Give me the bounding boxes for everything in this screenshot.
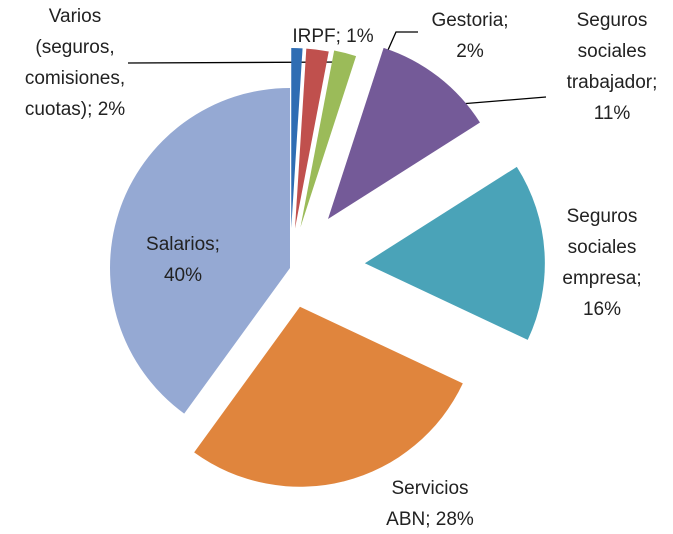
pie-slice bbox=[110, 88, 290, 414]
label-line: cuotas); 2% bbox=[25, 99, 125, 120]
leader-line bbox=[459, 96, 547, 105]
data-label: Seguros sociales trabajador; 11% bbox=[567, 10, 658, 124]
label-line: Servicios bbox=[391, 478, 468, 499]
label-line: sociales bbox=[578, 41, 647, 62]
label-line: IRPF; 1% bbox=[292, 26, 373, 47]
pie-slice bbox=[291, 48, 303, 229]
label-line: ABN; 28% bbox=[386, 509, 474, 530]
label-line: 2% bbox=[456, 41, 484, 62]
label-line: Salarios; bbox=[146, 234, 220, 255]
label-line: 16% bbox=[583, 299, 621, 320]
data-label: IRPF; 1% bbox=[292, 26, 373, 47]
pie-slice bbox=[364, 166, 545, 340]
data-label: Servicios ABN; 28% bbox=[386, 478, 474, 530]
label-line: Seguros bbox=[567, 206, 638, 227]
data-label: Salarios; 40% bbox=[146, 234, 220, 286]
pie-slice bbox=[300, 50, 357, 228]
pie-slice bbox=[194, 306, 463, 487]
label-line: 40% bbox=[164, 265, 202, 286]
label-line: 11% bbox=[594, 103, 631, 124]
label-line: (seguros, bbox=[35, 37, 114, 58]
data-label: Varios (seguros, comisiones, cuotas); 2% bbox=[25, 6, 125, 120]
label-line: trabajador; bbox=[567, 72, 658, 93]
label-line: sociales bbox=[568, 237, 637, 258]
pie-slice bbox=[295, 48, 329, 229]
label-line: empresa; bbox=[562, 268, 641, 289]
pie-slice bbox=[328, 47, 480, 220]
data-label: Gestoria; 2% bbox=[431, 10, 508, 62]
data-label: Seguros sociales empresa; 16% bbox=[562, 206, 641, 320]
label-line: Gestoria; bbox=[431, 10, 508, 31]
label-line: comisiones, bbox=[25, 68, 125, 89]
label-line: Varios bbox=[49, 6, 101, 27]
label-line: Seguros bbox=[577, 10, 648, 31]
